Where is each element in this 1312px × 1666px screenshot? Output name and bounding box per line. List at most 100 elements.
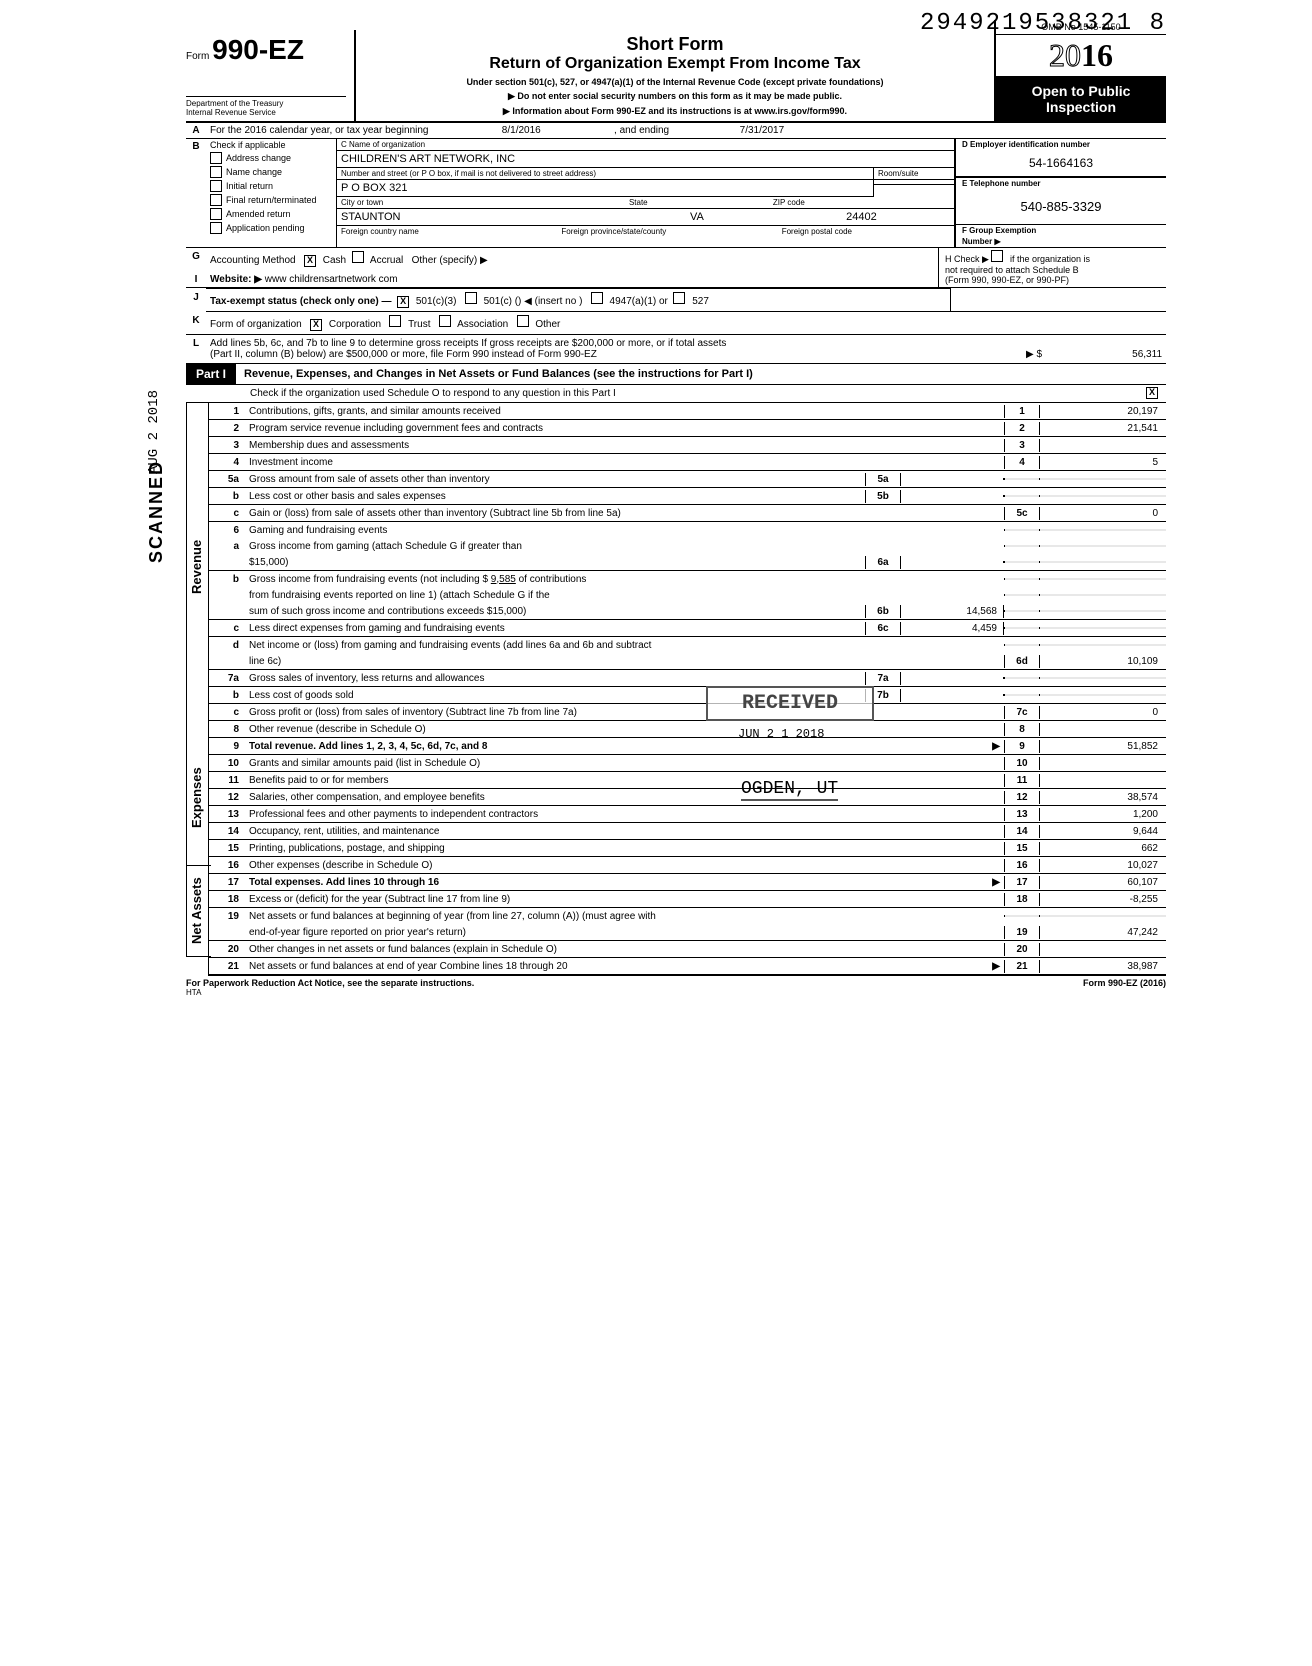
title-return: Return of Organization Exempt From Incom… (364, 55, 986, 73)
line-5c-val[interactable]: 0 (1040, 507, 1166, 520)
line-10-val[interactable] (1040, 762, 1166, 764)
website-value[interactable]: www childrensartnetwork com (265, 274, 398, 285)
line-5a-mnum: 5a (865, 473, 901, 486)
line-17-val[interactable]: 60,107 (1040, 876, 1166, 889)
line-4: 4 Investment income 4 5 (209, 454, 1166, 471)
org-name[interactable]: CHILDREN'S ART NETWORK, INC (337, 151, 954, 168)
line-5a-num: 5a (209, 473, 245, 486)
cb-corp[interactable]: X (310, 319, 322, 331)
line-6a-num: a (209, 540, 245, 553)
left-date-stamp: AUG 2 2018 (146, 390, 162, 474)
line-7c-desc: Gross profit or (loss) from sales of inv… (245, 706, 1004, 719)
line-12-num: 12 (209, 791, 245, 804)
part-1-table: Revenue Expenses Net Assets 1 Contributi… (186, 403, 1166, 976)
line-6d-num: d (209, 639, 245, 652)
line-3-val[interactable] (1040, 444, 1166, 446)
line-6c-mval[interactable]: 4,459 (901, 622, 1004, 635)
line-19-val[interactable]: 47,242 (1040, 926, 1166, 939)
line-21-val[interactable]: 38,987 (1040, 960, 1166, 973)
line-6d-val[interactable]: 10,109 (1040, 655, 1166, 668)
cb-final-return[interactable]: Final return/terminated (206, 193, 336, 207)
cb-address-change[interactable]: Address change (206, 151, 336, 165)
cb-initial-return[interactable]: Initial return (206, 179, 336, 193)
group-number-label: Number ▶ (956, 236, 1166, 247)
org-state[interactable]: VA (625, 209, 769, 226)
cb-501c[interactable] (465, 292, 477, 304)
row-a-label: For the 2016 calendar year, or tax year … (210, 125, 428, 136)
org-city[interactable]: STAUNTON (337, 209, 625, 226)
cb-4947[interactable] (591, 292, 603, 304)
room-value[interactable] (874, 180, 954, 185)
cb-schedule-b[interactable] (991, 250, 1003, 262)
line-7a-rshade (1004, 677, 1040, 679)
line-15-val[interactable]: 662 (1040, 842, 1166, 855)
tel-value[interactable]: 540-885-3329 (956, 189, 1166, 225)
cb-other-org[interactable] (517, 315, 529, 327)
line-7a-mval[interactable] (901, 677, 1004, 679)
line-13-rnum: 13 (1004, 808, 1040, 821)
line-15: 15 Printing, publications, postage, and … (209, 840, 1166, 857)
line-6d-desc2: line 6c) (245, 655, 1004, 668)
line-14-val[interactable]: 9,644 (1040, 825, 1166, 838)
line-6b-contrib-amount[interactable]: 9,585 (491, 574, 516, 585)
line-6b-2: from fundraising events reported on line… (209, 587, 1166, 603)
room-label: Room/suite (874, 168, 954, 180)
letter-l: L (186, 335, 206, 363)
line-4-val[interactable]: 5 (1040, 456, 1166, 469)
line-5b-mval[interactable] (901, 495, 1004, 497)
line-17: 17 Total expenses. Add lines 10 through … (209, 874, 1166, 891)
tax-year-end[interactable]: 7/31/2017 (672, 125, 852, 136)
line-6b-desc2: from fundraising events reported on line… (245, 589, 1004, 602)
cb-501c3[interactable]: X (397, 296, 409, 308)
line-9-rnum: 9 (1004, 740, 1040, 753)
line-6-rshade (1004, 529, 1040, 531)
cb-name-change[interactable]: Name change (206, 165, 336, 179)
row-k-label: Form of organization (210, 319, 302, 330)
cb-app-pending[interactable]: Application pending (206, 221, 336, 235)
cb-amended[interactable]: Amended return (206, 207, 336, 221)
cb-cash[interactable]: X (304, 255, 316, 267)
foreign-postal-label: Foreign postal code (778, 226, 954, 237)
line-5a-mval[interactable] (901, 478, 1004, 480)
line-7c-val[interactable]: 0 (1040, 706, 1166, 719)
org-zip[interactable]: 24402 (769, 209, 954, 226)
line-6-desc: Gaming and fundraising events (245, 524, 1004, 537)
title-block: Short Form Return of Organization Exempt… (356, 30, 994, 121)
gross-receipts-value[interactable]: 56,311 (1042, 349, 1162, 360)
line-1-val[interactable]: 20,197 (1040, 405, 1166, 418)
tax-year-begin[interactable]: 8/1/2016 (431, 125, 611, 136)
opt-527: 527 (692, 296, 709, 307)
line-12-val[interactable]: 38,574 (1040, 791, 1166, 804)
line-6d-1: d Net income or (loss) from gaming and f… (209, 637, 1166, 653)
cb-trust[interactable] (389, 315, 401, 327)
line-6b-num: b (209, 573, 245, 586)
cb-label-4: Amended return (226, 209, 291, 219)
line-6d-rnum: 6d (1004, 655, 1040, 668)
cb-accrual[interactable] (352, 251, 364, 263)
cb-schedule-o[interactable]: X (1146, 387, 1158, 399)
line-16-val[interactable]: 10,027 (1040, 859, 1166, 872)
cb-assoc[interactable] (439, 315, 451, 327)
line-1-desc: Contributions, gifts, grants, and simila… (245, 405, 1004, 418)
line-18: 18 Excess or (deficit) for the year (Sub… (209, 891, 1166, 908)
row-k: K Form of organization X Corporation Tru… (186, 312, 1166, 335)
open-public-2: Inspection (998, 99, 1164, 115)
received-stamp: RECEIVED (706, 686, 874, 721)
opt-other: Other (specify) ▶ (412, 255, 488, 266)
line-8-val[interactable] (1040, 728, 1166, 730)
line-6a-mval[interactable] (901, 561, 1004, 563)
line-20-val[interactable] (1040, 948, 1166, 950)
line-9-val[interactable]: 51,852 (1040, 740, 1166, 753)
cb-527[interactable] (673, 292, 685, 304)
line-11-val[interactable] (1040, 779, 1166, 781)
line-6b-vshade (1040, 578, 1166, 580)
line-7b-mval[interactable] (901, 694, 1004, 696)
line-17-rnum: 17 (1004, 876, 1040, 889)
line-13-val[interactable]: 1,200 (1040, 808, 1166, 821)
line-6b-mval[interactable]: 14,568 (901, 605, 1004, 618)
line-2-val[interactable]: 21,541 (1040, 422, 1166, 435)
part-1-header: Part I Revenue, Expenses, and Changes in… (186, 364, 1166, 385)
ein-value[interactable]: 54-1664163 (956, 150, 1166, 177)
line-18-val[interactable]: -8,255 (1040, 893, 1166, 906)
org-address[interactable]: P O BOX 321 (337, 180, 873, 197)
